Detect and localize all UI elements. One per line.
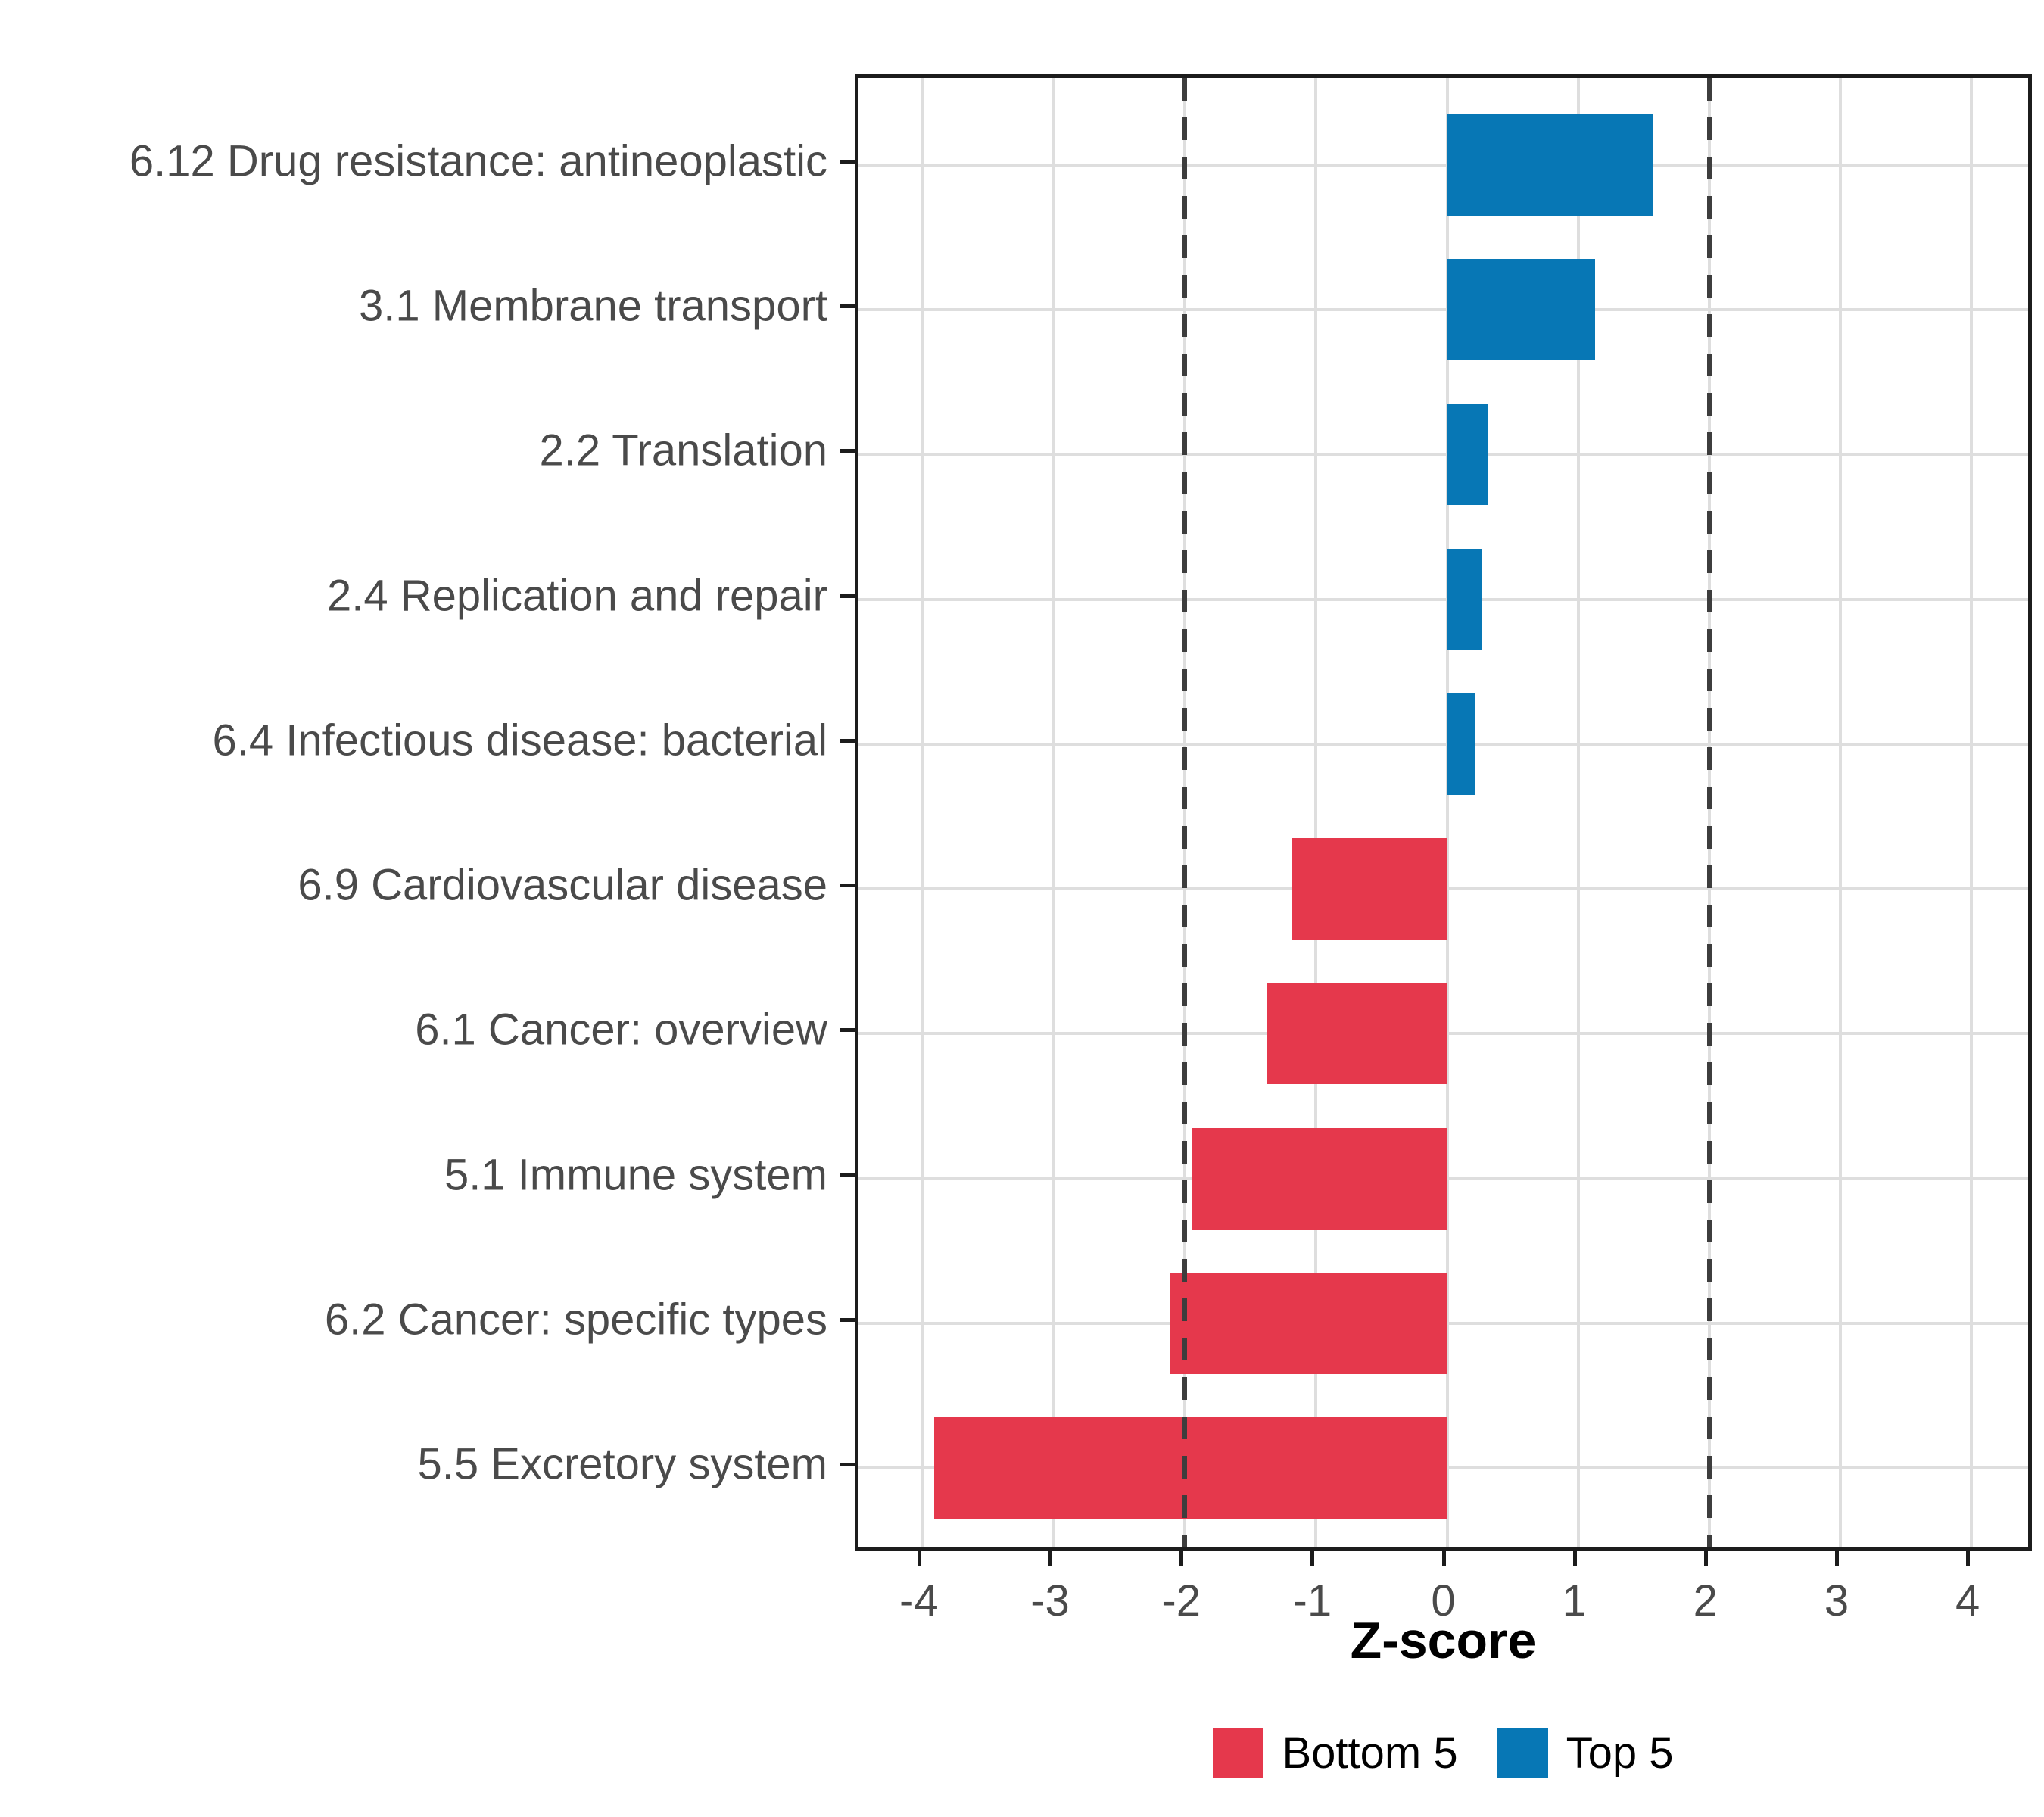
y-axis-tick	[840, 1173, 855, 1177]
x-tick-label: -2	[1161, 1576, 1201, 1625]
x-gridline	[1576, 78, 1580, 1547]
bar	[1191, 1127, 1447, 1230]
y-category-label: 2.4 Replication and repair	[327, 571, 827, 621]
x-gridline	[1838, 78, 1842, 1547]
x-axis-tick	[1834, 1551, 1839, 1566]
x-axis-tick	[1310, 1551, 1315, 1566]
y-category-label: 6.9 Cardiovascular disease	[298, 860, 827, 910]
legend-label: Top 5	[1566, 1728, 1674, 1778]
legend-swatch	[1497, 1728, 1548, 1778]
y-axis-tick	[840, 1463, 855, 1467]
legend-swatch	[1213, 1728, 1264, 1778]
x-axis-tick	[1179, 1551, 1184, 1566]
reference-line	[1706, 78, 1712, 1547]
bar	[1170, 1272, 1447, 1374]
x-axis-tick	[1703, 1551, 1708, 1566]
legend: Bottom 5 Top 5	[855, 1728, 2032, 1778]
y-category-label: 6.2 Cancer: specific types	[324, 1295, 827, 1345]
y-axis-tick	[840, 1317, 855, 1322]
x-gridline	[1314, 78, 1318, 1547]
y-axis-tick	[840, 159, 855, 164]
bar	[1447, 404, 1488, 506]
y-axis-tick	[840, 884, 855, 888]
x-gridline	[921, 78, 924, 1547]
y-category-label: 6.4 Infectious disease: bacterial	[212, 715, 827, 765]
x-axis-tick	[1441, 1551, 1446, 1566]
bar	[1447, 548, 1482, 650]
y-axis-tick	[840, 594, 855, 598]
x-tick-label: 3	[1824, 1576, 1849, 1625]
y-axis-tick	[840, 738, 855, 743]
x-gridline	[1052, 78, 1055, 1547]
x-tick-label: -3	[1030, 1576, 1070, 1625]
bar	[1267, 983, 1447, 1085]
x-tick-label: 2	[1693, 1576, 1718, 1625]
y-category-label: 3.1 Membrane transport	[359, 281, 827, 331]
reference-line	[1182, 78, 1188, 1547]
y-gridline	[858, 453, 2028, 457]
bar	[1447, 693, 1475, 795]
legend-item-top-5: Top 5	[1497, 1728, 1674, 1778]
y-axis-tick	[840, 1028, 855, 1033]
y-gridline	[858, 163, 2028, 167]
y-axis-tick	[840, 304, 855, 309]
y-gridline	[858, 597, 2028, 601]
x-axis-title: Z-score	[1350, 1612, 1537, 1669]
y-gridline	[858, 308, 2028, 312]
x-axis-tick	[1966, 1551, 1971, 1566]
x-gridline	[1970, 78, 1974, 1547]
x-tick-label: 4	[1955, 1576, 1980, 1625]
bar	[1447, 114, 1653, 216]
legend-label: Bottom 5	[1282, 1728, 1458, 1778]
y-axis-tick	[840, 449, 855, 453]
x-tick-label: 0	[1431, 1576, 1456, 1625]
legend-item-bottom-5: Bottom 5	[1213, 1728, 1458, 1778]
bar	[1292, 838, 1447, 940]
x-tick-label: -1	[1292, 1576, 1332, 1625]
bar	[1447, 259, 1596, 361]
y-category-label: 2.2 Translation	[539, 425, 827, 475]
y-category-label: 5.1 Immune system	[444, 1150, 827, 1200]
x-axis-tick	[1572, 1551, 1577, 1566]
x-tick-label: 1	[1562, 1576, 1587, 1625]
y-category-label: 6.1 Cancer: overview	[415, 1005, 827, 1055]
plot-panel	[855, 74, 2032, 1551]
y-gridline	[858, 742, 2028, 746]
x-gridline	[1445, 78, 1449, 1547]
bar	[934, 1417, 1447, 1519]
y-category-label: 6.12 Drug resistance: antineoplastic	[129, 136, 827, 186]
y-category-label: 5.5 Excretory system	[417, 1439, 827, 1489]
x-axis-tick	[1048, 1551, 1052, 1566]
x-axis-tick	[917, 1551, 921, 1566]
x-tick-label: -4	[899, 1576, 939, 1625]
